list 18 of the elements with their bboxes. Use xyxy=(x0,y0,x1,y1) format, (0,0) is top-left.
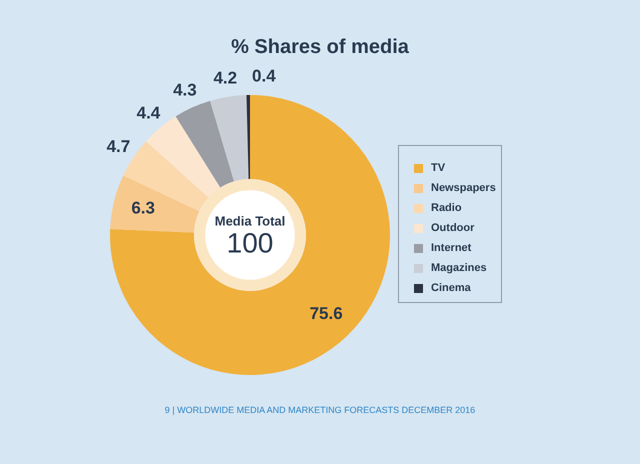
legend-label: Outdoor xyxy=(430,221,476,236)
chart-title: % Shares of media xyxy=(230,36,410,59)
legend-label: Magazines xyxy=(430,261,488,276)
data-label: 75.6 xyxy=(310,304,343,324)
data-label: 4.2 xyxy=(213,68,238,88)
data-label: 6.3 xyxy=(131,198,155,218)
text: Media Total xyxy=(214,214,286,229)
legend-label: Radio xyxy=(430,201,463,216)
data-label: 4.4 xyxy=(136,104,161,123)
legend-label: Newspapers xyxy=(430,181,497,196)
text: 9 | WORLDWIDE MEDIA AND MARKETING FORECASTS DECEMBER 2016 xyxy=(164,405,476,415)
legend-label: Cinema xyxy=(430,281,472,296)
legend-label: TV xyxy=(430,161,446,176)
text: 100 xyxy=(226,228,274,259)
data-label: 0.4 xyxy=(252,66,276,86)
legend-label: Internet xyxy=(430,241,472,256)
data-label: 4.3 xyxy=(173,80,197,100)
data-label: 4.7 xyxy=(106,137,130,156)
